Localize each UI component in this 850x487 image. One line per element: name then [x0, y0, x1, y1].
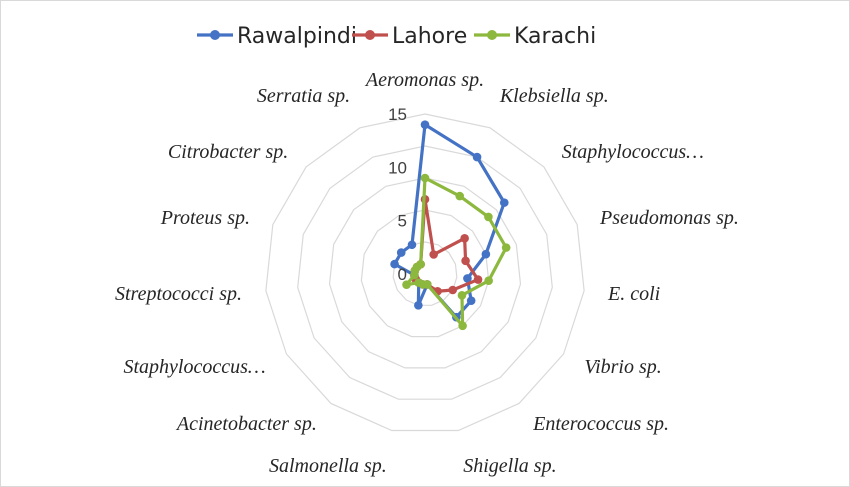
data-point	[481, 249, 491, 259]
data-point	[458, 321, 467, 331]
category-label: Streptococci sp.	[115, 283, 242, 305]
data-point	[499, 198, 509, 207]
series-group	[402, 173, 511, 331]
data-point	[414, 301, 423, 310]
category-label: Klebsiella sp.	[499, 85, 609, 107]
category-label: Salmonella sp.	[269, 455, 387, 477]
data-point	[501, 243, 511, 252]
data-point	[455, 191, 465, 201]
series-layer	[390, 120, 511, 331]
legend-label: Lahore	[392, 24, 467, 49]
data-point	[414, 278, 424, 287]
tick-label: 0	[398, 265, 407, 284]
legend-item: Lahore	[352, 24, 467, 49]
legend-marker	[487, 30, 497, 40]
data-point	[472, 152, 482, 162]
grid-ring	[328, 177, 522, 369]
legend-marker	[210, 30, 220, 40]
category-label: Aeromonas sp.	[364, 69, 484, 91]
data-point	[460, 234, 469, 243]
data-point	[463, 274, 472, 283]
data-point	[420, 173, 430, 183]
tick-label: 10	[388, 158, 407, 177]
data-point	[416, 259, 425, 269]
data-point	[407, 240, 417, 250]
data-point	[484, 212, 493, 222]
category-label: Citrobacter sp.	[168, 141, 288, 163]
data-point	[429, 250, 438, 259]
legend-label: Karachi	[514, 24, 596, 49]
category-label: Serratia sp.	[257, 85, 350, 107]
category-label: Vibrio sp.	[584, 356, 661, 378]
legend-item: Karachi	[474, 24, 596, 49]
tick-label: 5	[398, 212, 407, 231]
legend: Rawalpindi Lahore Karachi	[197, 24, 596, 49]
grid-ring	[360, 209, 490, 338]
data-point	[473, 275, 483, 284]
data-point	[466, 296, 476, 305]
grid-ring	[297, 145, 553, 400]
category-label: Pseudomonas sp.	[599, 207, 739, 229]
legend-marker	[365, 30, 375, 40]
data-point	[420, 120, 430, 129]
data-point	[390, 259, 399, 269]
category-label: E. coli	[607, 283, 660, 305]
category-labels: Aeromonas sp. Klebsiella sp. Staphylococcu…	[115, 69, 739, 477]
data-point	[461, 256, 470, 266]
category-label: Acinetobacter sp.	[175, 413, 317, 435]
category-label: Staphylococcus…	[123, 356, 265, 378]
data-point	[448, 285, 458, 295]
category-label: Enterococcus sp.	[532, 413, 669, 435]
category-label: Proteus sp.	[160, 207, 250, 229]
data-point	[396, 248, 406, 257]
radar-grid	[265, 113, 585, 432]
tick-labels: 0 5 10 15	[388, 105, 407, 284]
data-point	[402, 280, 411, 289]
legend-label: Rawalpindi	[237, 24, 357, 49]
grid-ring	[265, 113, 585, 432]
legend-item: Rawalpindi	[197, 24, 357, 49]
category-label: Staphylococcus…	[562, 141, 704, 163]
category-label: Shigella sp.	[463, 455, 556, 477]
tick-label: 15	[388, 105, 407, 124]
data-point	[457, 291, 467, 300]
data-point	[484, 276, 493, 285]
